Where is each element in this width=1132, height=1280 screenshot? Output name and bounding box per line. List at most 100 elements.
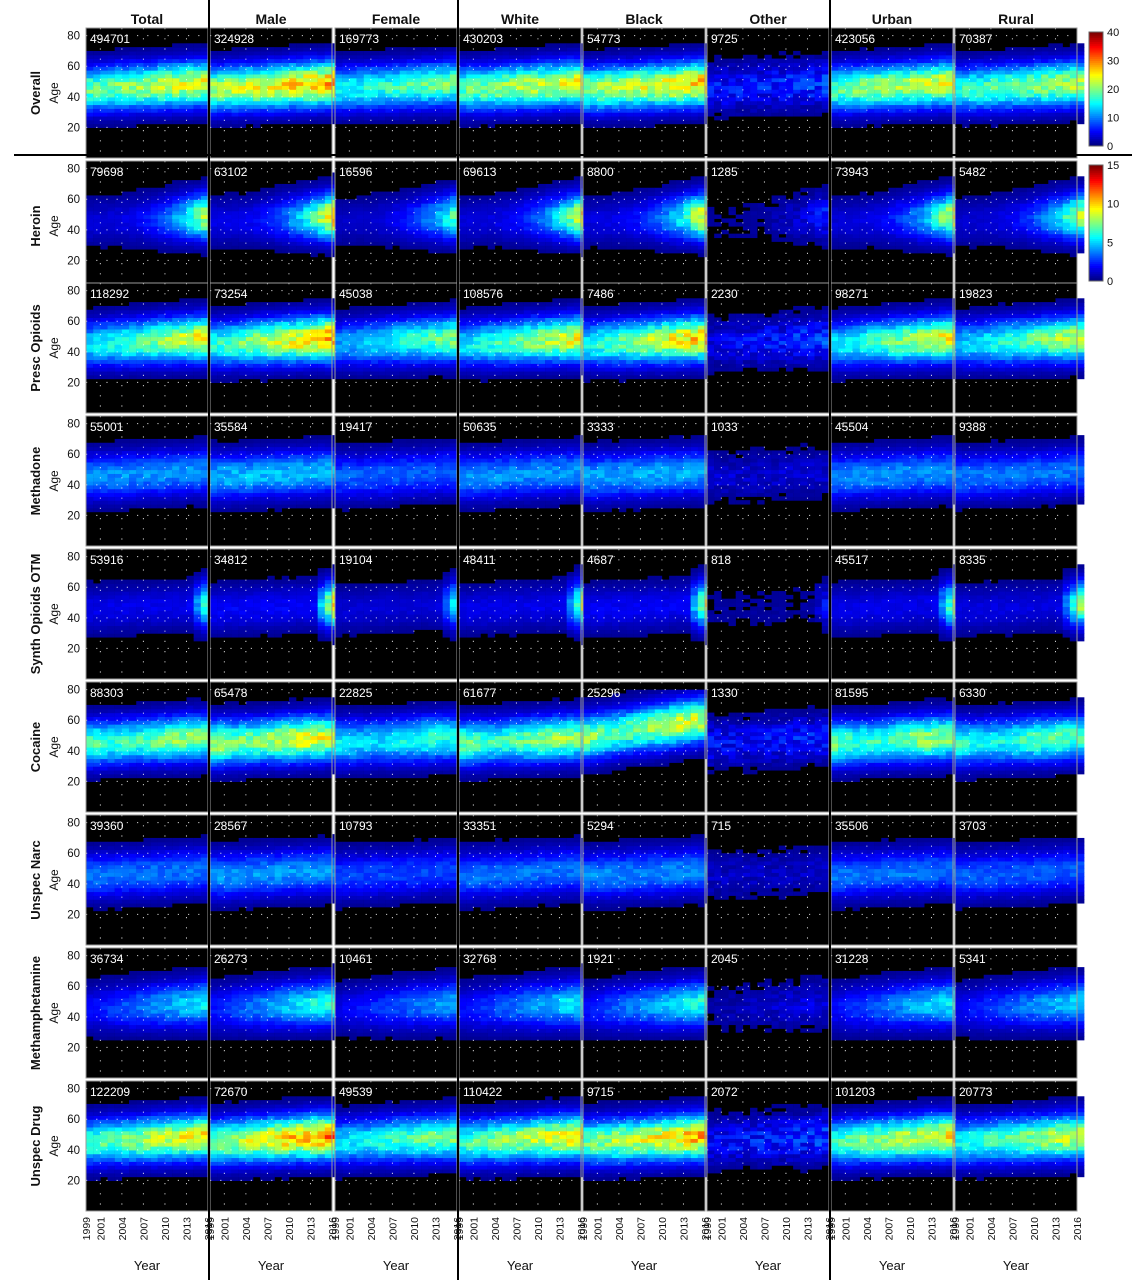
heatmap-cell bbox=[201, 226, 208, 230]
heatmap-cell bbox=[955, 108, 962, 112]
heatmap-cell bbox=[786, 211, 793, 215]
heatmap-cell bbox=[590, 211, 597, 215]
heatmap-cell bbox=[793, 215, 800, 219]
y-axis-label: Age bbox=[47, 82, 61, 104]
heatmap-cell bbox=[545, 101, 552, 105]
heatmap-cell bbox=[764, 66, 771, 70]
heatmap-cell bbox=[567, 207, 574, 211]
heatmap-cell bbox=[552, 120, 559, 124]
heatmap-cell bbox=[815, 222, 822, 226]
heatmap-cell bbox=[619, 51, 626, 55]
heatmap-cell bbox=[502, 226, 509, 230]
heatmap-cell bbox=[736, 108, 743, 112]
heatmap-cell bbox=[669, 85, 676, 89]
heatmap-cell bbox=[736, 70, 743, 74]
heatmap-cell bbox=[400, 104, 407, 108]
heatmap-cell bbox=[502, 108, 509, 112]
heatmap-cell bbox=[991, 62, 998, 66]
heatmap-cell bbox=[122, 192, 129, 196]
heatmap-cell bbox=[626, 89, 633, 93]
heatmap-cell bbox=[267, 199, 274, 203]
heatmap-cell bbox=[822, 70, 829, 74]
heatmap-cell bbox=[165, 237, 172, 241]
heatmap-cell bbox=[488, 124, 495, 128]
heatmap-cell bbox=[310, 207, 317, 211]
heatmap-cell bbox=[574, 101, 581, 105]
heatmap-cell bbox=[158, 218, 165, 222]
heatmap-cell bbox=[260, 222, 267, 226]
heatmap-cell bbox=[583, 199, 590, 203]
heatmap-cell bbox=[122, 108, 129, 112]
heatmap-cell bbox=[807, 218, 814, 222]
heatmap-cell bbox=[459, 74, 466, 78]
heatmap-cell bbox=[1070, 85, 1077, 89]
heatmap-cell bbox=[946, 47, 953, 51]
heatmap-cell bbox=[962, 82, 969, 86]
heatmap-cell bbox=[838, 108, 845, 112]
heatmap-cell bbox=[552, 222, 559, 226]
heatmap-cell bbox=[435, 62, 442, 66]
heatmap-cell bbox=[502, 199, 509, 203]
heatmap-cell bbox=[559, 82, 566, 86]
heatmap-cell bbox=[100, 218, 107, 222]
heatmap-cell bbox=[946, 218, 953, 222]
heatmap-cell bbox=[495, 203, 502, 207]
heatmap-cell bbox=[676, 116, 683, 120]
heatmap-cell bbox=[253, 116, 260, 120]
heatmap-cell bbox=[1048, 101, 1055, 105]
heatmap-cell bbox=[800, 93, 807, 97]
heatmap-cell bbox=[931, 245, 938, 249]
heatmap-cell bbox=[275, 207, 282, 211]
heatmap-cell bbox=[698, 230, 705, 234]
heatmap-cell bbox=[443, 218, 450, 222]
heatmap-cell bbox=[1034, 120, 1041, 124]
heatmap-cell bbox=[115, 97, 122, 101]
heatmap-cell bbox=[888, 237, 895, 241]
heatmap-cell bbox=[538, 234, 545, 238]
heatmap-cell bbox=[545, 108, 552, 112]
heatmap-cell bbox=[640, 222, 647, 226]
heatmap-cell bbox=[867, 218, 874, 222]
heatmap-cell bbox=[619, 89, 626, 93]
heatmap-cell bbox=[217, 112, 224, 116]
heatmap-cell bbox=[136, 97, 143, 101]
heatmap-cell bbox=[524, 104, 531, 108]
heatmap-cell bbox=[428, 70, 435, 74]
heatmap-cell bbox=[655, 62, 662, 66]
heatmap-cell bbox=[267, 116, 274, 120]
heatmap-cell bbox=[194, 82, 201, 86]
heatmap-cell bbox=[275, 70, 282, 74]
heatmap-cell bbox=[991, 85, 998, 89]
heatmap-cell bbox=[597, 211, 604, 215]
heatmap-cell bbox=[459, 203, 466, 207]
heatmap-cell bbox=[567, 82, 574, 86]
heatmap-cell bbox=[714, 66, 721, 70]
heatmap-cell bbox=[481, 101, 488, 105]
heatmap-cell bbox=[158, 195, 165, 199]
heatmap-cell bbox=[998, 70, 1005, 74]
heatmap-cell bbox=[143, 245, 150, 249]
heatmap-cell bbox=[822, 237, 829, 241]
heatmap-cell bbox=[260, 59, 267, 63]
heatmap-cell bbox=[239, 207, 246, 211]
heatmap-cell bbox=[917, 245, 924, 249]
heatmap-cell bbox=[1077, 62, 1084, 66]
heatmap-cell bbox=[267, 97, 274, 101]
heatmap-cell bbox=[691, 211, 698, 215]
heatmap-cell bbox=[495, 97, 502, 101]
heatmap-cell bbox=[633, 85, 640, 89]
heatmap-cell bbox=[626, 108, 633, 112]
heatmap-cell bbox=[435, 78, 442, 82]
heatmap-cell bbox=[435, 199, 442, 203]
heatmap-cell bbox=[605, 195, 612, 199]
heatmap-cell bbox=[459, 55, 466, 59]
heatmap-cell bbox=[86, 55, 93, 59]
heatmap-cell bbox=[669, 112, 676, 116]
heatmap-cell bbox=[597, 215, 604, 219]
heatmap-cell bbox=[772, 112, 779, 116]
heatmap-cell bbox=[757, 66, 764, 70]
heatmap-cell bbox=[838, 207, 845, 211]
heatmap-cell bbox=[201, 97, 208, 101]
heatmap-cell bbox=[910, 120, 917, 124]
heatmap-cell bbox=[931, 62, 938, 66]
